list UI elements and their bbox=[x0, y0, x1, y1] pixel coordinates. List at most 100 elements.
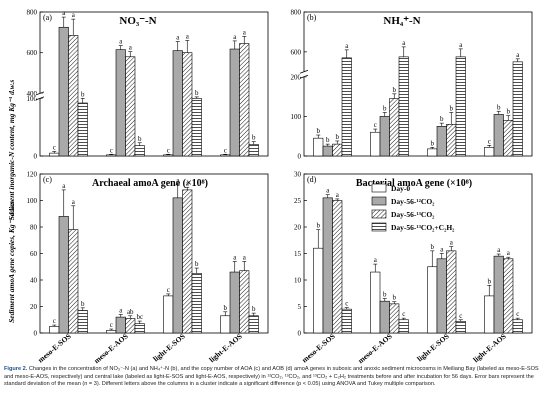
significance-letter: c bbox=[345, 300, 348, 308]
y-tick-label: 20 bbox=[294, 224, 302, 232]
bar-light-e-sos-s2 bbox=[182, 189, 193, 334]
significance-letter: a bbox=[374, 256, 378, 264]
y-tick-label: 600 bbox=[27, 49, 38, 57]
significance-letter: a bbox=[186, 179, 190, 187]
significance-letter: a bbox=[402, 39, 406, 47]
significance-letter: b bbox=[224, 304, 228, 312]
y-tick-label: 600 bbox=[291, 48, 302, 56]
bar-meso-e-aos-s1 bbox=[115, 316, 126, 334]
bar-meso-e-aos-s2 bbox=[389, 303, 400, 334]
significance-letter: ab bbox=[127, 308, 134, 316]
significance-letter: a bbox=[233, 33, 237, 41]
category-label-light-e-sos: light-E-SOS bbox=[151, 332, 186, 364]
bar-light-e-aos-s3 bbox=[512, 319, 523, 334]
significance-letter: a bbox=[243, 253, 247, 261]
legend-label-2: Day-56-¹³CO₂ bbox=[391, 210, 435, 219]
significance-letter: c bbox=[110, 146, 113, 154]
significance-letter: b bbox=[383, 104, 387, 112]
bar-meso-e-sos-s3 bbox=[341, 57, 352, 157]
y-tick-label: 30 bbox=[294, 171, 302, 179]
significance-letter: a bbox=[243, 28, 247, 36]
panel-title: Archaeal amoA gene (×10⁸) bbox=[92, 178, 208, 189]
significance-letter: a bbox=[497, 246, 501, 254]
y-tick-label: 800 bbox=[291, 9, 302, 17]
significance-letter: c bbox=[53, 143, 56, 151]
significance-letter: a bbox=[516, 51, 520, 59]
y-tick-label: 100 bbox=[27, 95, 38, 103]
bar-meso-e-sos-s2 bbox=[68, 35, 79, 157]
significance-letter: b bbox=[393, 294, 397, 302]
y-tick-label: 10 bbox=[294, 277, 302, 285]
category-label-meso-e-sos: meso-E-SOS bbox=[36, 332, 73, 365]
bar-meso-e-aos-s1 bbox=[379, 116, 390, 157]
bar-light-e-aos-s0 bbox=[220, 315, 231, 334]
bar-light-e-sos-s3 bbox=[191, 98, 202, 157]
bar-light-e-sos-s3 bbox=[191, 273, 202, 334]
legend-label-3: Day-56-¹³CO₂+C₂H₂ bbox=[391, 223, 455, 232]
y-tick-label: 20 bbox=[30, 303, 38, 311]
plot-frame bbox=[39, 11, 269, 157]
significance-letter: a bbox=[186, 32, 190, 40]
bar-light-e-sos-s3 bbox=[455, 321, 466, 334]
bar-meso-e-aos-s2 bbox=[389, 98, 400, 157]
category-label-meso-e-aos: meso-E-AOS bbox=[356, 332, 394, 366]
panel-title: NH₄⁺-N bbox=[383, 15, 420, 27]
y-tick-label: 800 bbox=[27, 9, 38, 17]
bar-meso-e-sos-s2 bbox=[68, 229, 79, 334]
bar-light-e-sos-s0 bbox=[427, 148, 438, 157]
axis-break-gap bbox=[36, 93, 44, 99]
bar-light-e-sos-s2 bbox=[446, 250, 457, 334]
bar-meso-e-sos-s1 bbox=[58, 26, 69, 157]
significance-letter: b bbox=[497, 103, 501, 111]
bar-light-e-sos-s0 bbox=[163, 154, 174, 157]
significance-letter: b bbox=[450, 104, 454, 112]
figure-canvas: Sediment inorganic-N content, mg Kg⁻¹ d.… bbox=[7, 9, 533, 366]
bar-light-e-sos-s1 bbox=[172, 197, 183, 334]
caption-label: Figure 2. bbox=[4, 366, 28, 372]
bar-meso-e-aos-s1 bbox=[379, 300, 390, 334]
bar-light-e-aos-s3 bbox=[248, 144, 259, 157]
significance-letter: a bbox=[440, 246, 444, 254]
significance-letter: b bbox=[317, 222, 321, 230]
bar-meso-e-aos-s2 bbox=[125, 318, 136, 334]
bar-light-e-aos-s2 bbox=[503, 258, 514, 334]
y-tick-label: 400 bbox=[27, 90, 38, 98]
significance-letter: c bbox=[224, 146, 227, 154]
significance-letter: b bbox=[317, 127, 321, 135]
significance-letter: a bbox=[119, 306, 123, 314]
bar-meso-e-sos-s3 bbox=[341, 308, 352, 334]
bar-meso-e-aos-s0 bbox=[106, 330, 117, 334]
significance-letter: c bbox=[488, 137, 491, 145]
bar-meso-e-aos-s0 bbox=[106, 154, 117, 157]
significance-letter: b bbox=[383, 291, 387, 299]
legend-label-0: Day-0 bbox=[391, 184, 410, 193]
y-axis-label-bottom: Sediment amoA gene copies, Kg⁻¹ d.w.s bbox=[7, 201, 16, 323]
significance-letter: a bbox=[176, 34, 180, 42]
significance-letter: a bbox=[345, 42, 349, 50]
bar-light-e-aos-s2 bbox=[239, 270, 250, 334]
y-tick-label: 0 bbox=[34, 153, 38, 161]
category-label-meso-e-aos: meso-E-AOS bbox=[92, 332, 130, 366]
significance-letter: a bbox=[119, 38, 123, 46]
bar-meso-e-sos-s0 bbox=[313, 137, 324, 157]
significance-letter: c bbox=[374, 121, 377, 129]
bar-light-e-sos-s2 bbox=[446, 124, 457, 157]
y-tick-label: 0 bbox=[298, 153, 302, 161]
axis-break-mark bbox=[299, 69, 309, 74]
y-tick-label: 40 bbox=[30, 277, 38, 285]
bar-meso-e-aos-s3 bbox=[398, 319, 409, 334]
bar-light-e-sos-s0 bbox=[427, 266, 438, 334]
y-tick-label: 100 bbox=[291, 113, 302, 121]
significance-letter: b bbox=[252, 134, 256, 142]
bar-meso-e-aos-s2 bbox=[125, 56, 136, 157]
bar-light-e-aos-s1 bbox=[493, 114, 504, 157]
bar-meso-e-aos-s3 bbox=[134, 145, 145, 157]
significance-letter: b bbox=[138, 135, 142, 143]
significance-letter: a bbox=[459, 41, 463, 49]
significance-letter: b bbox=[252, 305, 256, 313]
y-tick-label: 25 bbox=[294, 197, 302, 205]
significance-letter: b bbox=[488, 277, 492, 285]
y-tick-label: 5 bbox=[298, 303, 302, 311]
significance-letter: b bbox=[81, 300, 85, 308]
